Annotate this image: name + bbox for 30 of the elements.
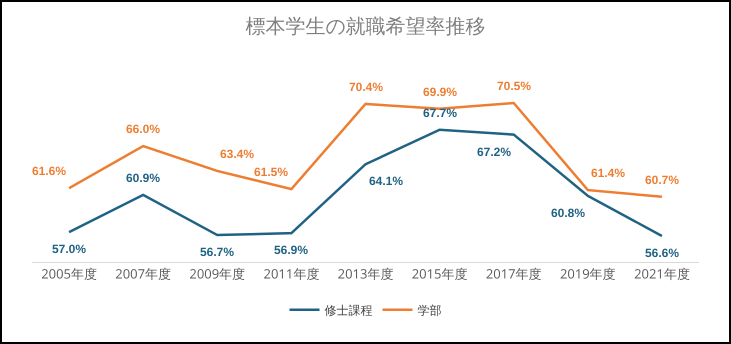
data-label: 70.4% (349, 80, 384, 94)
x-tick-label: 2005年度 (41, 264, 97, 283)
x-tick-label: 2013年度 (338, 264, 394, 283)
data-label: 67.7% (423, 106, 458, 120)
x-tick-label: 2011年度 (264, 264, 320, 283)
chart-title: 標本学生の就職希望率推移 (246, 16, 486, 38)
data-label: 56.6% (645, 246, 680, 260)
x-tick-label: 2015年度 (412, 264, 468, 283)
data-label: 60.8% (551, 206, 586, 220)
data-label: 61.5% (254, 165, 288, 179)
data-label: 67.2% (477, 145, 512, 159)
data-label: 56.9% (274, 243, 308, 257)
data-label: 56.7% (200, 245, 234, 259)
x-tick-label: 2017年度 (486, 264, 542, 283)
data-label: 60.9% (126, 171, 160, 185)
data-label: 57.0% (52, 242, 86, 256)
data-label: 61.6% (32, 164, 66, 178)
x-tick-label: 2007年度 (115, 264, 172, 283)
data-label: 61.4% (591, 166, 626, 180)
x-tick-label: 2019年度 (560, 264, 616, 283)
data-label: 64.1% (369, 174, 404, 188)
x-tick-label: 2009年度 (189, 264, 246, 283)
data-label: 66.0% (126, 122, 160, 136)
data-label: 60.7% (645, 173, 680, 187)
data-label: 69.9% (423, 85, 458, 99)
x-tick-label: 2021年度 (634, 264, 690, 283)
legend-label: 修士課程 (324, 301, 372, 318)
data-label: 70.5% (497, 79, 532, 93)
legend-label: 学部 (418, 301, 442, 318)
data-label: 63.4% (220, 147, 254, 161)
